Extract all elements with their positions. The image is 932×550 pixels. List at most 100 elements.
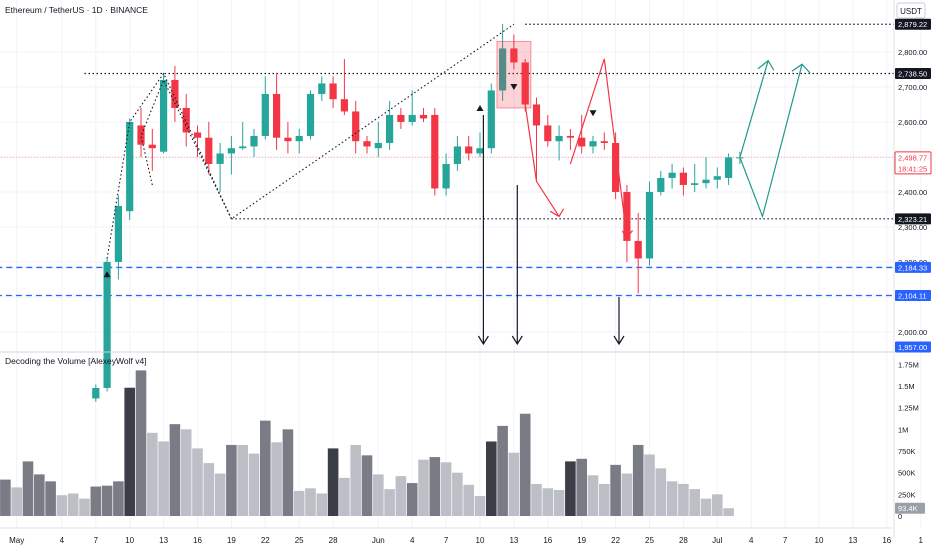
triangle-up-marker <box>476 104 484 111</box>
candle-body <box>453 146 461 164</box>
candle <box>408 90 416 126</box>
red-arrowhead <box>549 208 565 218</box>
candle-body <box>566 135 574 138</box>
volume-bar <box>11 487 22 516</box>
volume-bar <box>135 370 147 516</box>
volume-bar <box>700 498 712 516</box>
volume-tick-label: 250K <box>898 490 916 499</box>
candle-body <box>205 137 213 164</box>
candle <box>261 76 269 140</box>
candle-body <box>702 179 710 184</box>
candles <box>92 23 744 402</box>
candle <box>668 163 676 189</box>
volume-bar <box>158 441 169 516</box>
candle-body <box>148 144 156 149</box>
price-badge: 2,184.33 <box>895 261 931 273</box>
time-tick-label: 16 <box>193 536 202 545</box>
candle-body <box>171 79 179 108</box>
price-tick-label: 2,400.00 <box>898 188 927 197</box>
candle <box>114 195 122 280</box>
candle-body <box>510 48 518 63</box>
candle-body <box>340 99 348 112</box>
candle-body <box>645 191 654 259</box>
time-tick-label: 28 <box>679 536 688 545</box>
volume-bar <box>565 461 576 516</box>
candle-body <box>126 121 134 212</box>
volume-bar <box>632 444 644 516</box>
candle-body <box>623 191 631 241</box>
highlight-box <box>496 40 532 109</box>
time-tick-label: 7 <box>94 536 99 545</box>
time-tick-label: 13 <box>159 536 168 545</box>
volume-bar <box>0 479 11 516</box>
candle <box>329 76 337 108</box>
volume-bar <box>689 489 700 516</box>
volume-bar <box>395 476 407 516</box>
price-tick-label: 2,000.00 <box>898 328 927 337</box>
candle-body <box>544 125 552 142</box>
candle <box>227 135 235 175</box>
triangle-down-marker <box>589 110 597 117</box>
candle <box>566 128 574 150</box>
candle <box>725 153 733 185</box>
volume-axis: 1.75M 1.5M 1.25M 1M 750K 500K 250K 093.4K <box>895 360 925 521</box>
candle <box>600 132 608 150</box>
time-tick-label: 22 <box>611 536 620 545</box>
candle-body <box>657 177 665 192</box>
volume-bar <box>316 493 328 516</box>
teal-projection-up <box>739 60 769 158</box>
volume-bar <box>610 464 621 516</box>
candle <box>702 156 710 189</box>
volume-bar <box>452 472 463 516</box>
currency-badge[interactable]: USDT <box>896 2 926 19</box>
candle-body <box>499 48 507 91</box>
candle <box>318 76 326 101</box>
candle-body <box>725 157 733 178</box>
candle <box>431 107 439 196</box>
price-badge-bg <box>895 213 931 225</box>
drawings <box>103 23 811 346</box>
candle-body <box>679 172 687 185</box>
volume-bar <box>248 453 260 516</box>
volume-bar <box>327 448 339 516</box>
candle <box>284 121 292 154</box>
candle <box>555 125 563 161</box>
time-axis: May 4 7 10 13 16 19 22 25 28 Jun 4 7 10 13 16 19 22 25 28 Ju… <box>9 536 923 545</box>
price-badge-label: 2,879.22 <box>898 20 927 29</box>
price-badge-bg <box>894 151 932 175</box>
price-badge: 2,738.50 <box>895 67 931 79</box>
candle-body <box>589 141 597 147</box>
volume-tick-label: 500K <box>898 469 916 478</box>
volume-bar <box>373 474 384 516</box>
time-tick-label: 10 <box>476 536 485 545</box>
candle <box>657 170 665 196</box>
time-tick-label: 19 <box>577 536 586 545</box>
candle <box>352 100 360 154</box>
volume-tick-label: 1.75M <box>898 360 919 369</box>
candle <box>532 97 541 182</box>
candle-body <box>668 172 676 178</box>
volume-bar <box>576 458 587 516</box>
price-badge-label: 2,323.21 <box>898 215 927 224</box>
red-projection-1 <box>524 104 560 217</box>
candle-body <box>295 135 303 142</box>
candle <box>397 107 405 129</box>
volume-bar <box>361 455 373 516</box>
candle-body <box>250 135 258 147</box>
volume-bar <box>644 454 655 516</box>
down-arrowhead <box>511 335 523 346</box>
volume-bar <box>169 424 181 516</box>
candle-body <box>216 153 224 164</box>
time-tick-label: 19 <box>227 536 236 545</box>
time-tick-label: Jun <box>372 536 385 545</box>
candle <box>92 384 100 402</box>
price-badge-label: 2,498.77 <box>898 153 927 162</box>
candle-body <box>521 62 529 105</box>
volume-bar <box>282 429 294 516</box>
candle <box>171 65 179 122</box>
volume-bar <box>79 498 90 516</box>
candle <box>544 114 552 147</box>
volume-bar <box>214 473 226 516</box>
volume-tick-label: 0 <box>898 512 902 521</box>
